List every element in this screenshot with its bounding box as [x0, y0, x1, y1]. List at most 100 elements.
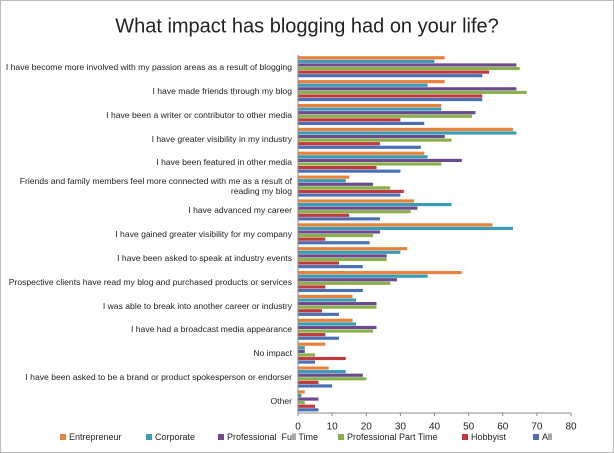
category-label-box: I was able to break into another career … [102, 300, 292, 311]
category-label-box: I have gained greater visibility for my … [115, 229, 292, 239]
legend-swatch [60, 434, 66, 440]
bar [298, 118, 401, 122]
legend-swatch [146, 434, 152, 440]
x-tick-label: 40 [429, 422, 441, 433]
y-tick-label: I was able to break into another career … [102, 300, 292, 311]
bar [298, 366, 329, 370]
bar [298, 202, 452, 207]
chart-title: What impact has blogging had on your lif… [115, 15, 499, 37]
bar [298, 59, 435, 63]
bar [298, 288, 363, 293]
bar [298, 281, 391, 285]
x-tick-label: 50 [463, 422, 475, 433]
legend-label: Corporate [155, 432, 195, 442]
bar [298, 302, 377, 306]
bar [298, 294, 353, 299]
y-tick-label: I have made friends through my blog [152, 85, 293, 96]
bar [298, 237, 326, 241]
category-label-box: I have had a broadcast media appearance [131, 324, 292, 334]
bar [298, 393, 302, 398]
bar [298, 278, 397, 282]
bar [298, 370, 346, 374]
bar [298, 329, 374, 333]
bar [298, 380, 319, 384]
bar [298, 265, 363, 269]
bar [298, 213, 350, 217]
legend-swatch [462, 434, 468, 440]
bar [298, 179, 346, 183]
bar [298, 408, 319, 412]
bar [298, 127, 513, 131]
bar [298, 165, 377, 170]
bar [298, 356, 346, 361]
category-label-box: Friends and family members feel more con… [20, 176, 292, 196]
bar [298, 83, 428, 87]
bar [298, 121, 425, 126]
bar [298, 114, 473, 118]
bar [298, 270, 462, 275]
category-label-box: I have been featured in other media [156, 157, 292, 167]
category-label-box: I have made friends through my blog [152, 85, 293, 96]
bar [298, 274, 428, 278]
legend-label: Hobbyist [471, 432, 507, 442]
bar [298, 162, 442, 166]
category-label-box: I have been a writer or contributor to o… [106, 110, 292, 120]
legend-swatch [338, 434, 344, 440]
category-label-box: I have advanced my career [188, 205, 292, 216]
bar [298, 257, 387, 262]
y-tick-label: I have greater visibility in my industry [151, 133, 292, 144]
bar [298, 70, 490, 74]
bar [298, 90, 527, 94]
bar [298, 404, 316, 408]
bar [298, 193, 401, 197]
y-tick-label: I have advanced my career [188, 205, 292, 216]
bar [298, 318, 353, 322]
bar [298, 56, 445, 60]
bar [298, 107, 442, 111]
bar [298, 254, 387, 258]
bar [298, 138, 452, 142]
category-label-box: Prospective clients have read my blog an… [8, 276, 292, 287]
bar [298, 103, 442, 108]
bar [298, 384, 333, 388]
bar [298, 298, 357, 302]
bar [298, 336, 339, 340]
legend-swatch [533, 434, 539, 440]
bar [298, 169, 401, 173]
legend-swatch [218, 434, 224, 440]
bar [298, 342, 326, 346]
legend-label: Entrepreneur [69, 432, 122, 442]
bar [298, 312, 339, 316]
x-tick-label: 80 [565, 422, 577, 433]
x-tick-label: 10 [327, 422, 339, 433]
y-tick-label: Prospective clients have read my blog an… [8, 276, 292, 287]
bar [298, 151, 425, 155]
bar [298, 261, 339, 265]
category-label-box: No impact [253, 348, 292, 358]
bar [298, 142, 380, 146]
category-label-box: I have been asked to speak at industry e… [117, 253, 292, 263]
x-tick-label: 0 [295, 422, 301, 433]
bar [298, 155, 428, 159]
bar [298, 111, 476, 115]
bar [298, 74, 483, 78]
bar [298, 210, 411, 214]
bar [298, 377, 367, 381]
y-tick-label: I have become more involved with my pass… [5, 61, 292, 72]
bar [298, 186, 391, 190]
bar [298, 309, 322, 313]
bar [298, 206, 418, 210]
bar [298, 182, 374, 186]
bar [298, 226, 513, 231]
y-tick-label: I have been asked to be a brand or produ… [25, 372, 292, 383]
bar [298, 360, 316, 364]
bar [298, 145, 421, 149]
category-label-box: I have become more involved with my pass… [5, 61, 292, 72]
bar [298, 63, 517, 67]
bar [298, 134, 445, 139]
bar [298, 175, 350, 179]
bar [298, 80, 445, 84]
bar [298, 373, 363, 377]
bar [298, 217, 380, 221]
